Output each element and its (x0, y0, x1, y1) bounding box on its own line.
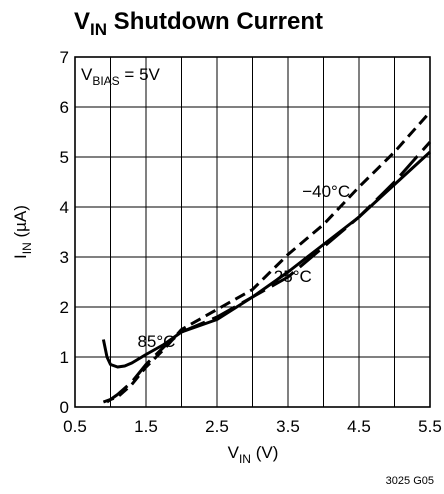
y-tick-label: 2 (60, 298, 69, 317)
x-tick-label: 4.5 (347, 417, 371, 436)
x-axis-label-main: V (228, 443, 240, 462)
series-label-0: 85°C (137, 332, 175, 351)
x-axis-label-sub: IN (239, 452, 251, 466)
chart-title: VIN Shutdown Current (74, 8, 323, 39)
x-tick-label: 5.5 (418, 417, 442, 436)
y-tick-label: 5 (60, 148, 69, 167)
chart-title-sub: IN (90, 20, 107, 39)
tick-labels: 0.5 1.5 2.5 3.5 4.5 5.5 0 1 2 3 4 5 6 7 (60, 48, 442, 436)
series-labels: 85°C 25°C −40°C (137, 182, 350, 351)
y-tick-label: 7 (60, 48, 69, 67)
x-tick-label: 2.5 (205, 417, 229, 436)
x-tick-label: 0.5 (63, 417, 87, 436)
y-tick-label: 0 (60, 398, 69, 417)
x-tick-label: 3.5 (276, 417, 300, 436)
condition-main: V (81, 65, 93, 84)
x-axis-label: VIN (V) (228, 443, 279, 466)
series-layer (101, 111, 432, 404)
plot-frame (74, 56, 431, 408)
series-label-1: 25°C (274, 267, 312, 286)
figure-code: 3025 G05 (386, 475, 434, 487)
y-tick-label: 1 (60, 348, 69, 367)
condition-label: VBIAS = 5V (81, 65, 161, 88)
y-tick-label: 4 (60, 198, 69, 217)
chart-title-rest: Shutdown Current (107, 8, 323, 35)
y-axis-label-sub: IN (20, 242, 34, 254)
x-axis-label-rest: (V) (251, 443, 278, 462)
y-axis-label-main: I (11, 254, 30, 259)
y-tick-label: 6 (60, 98, 69, 117)
grid (74, 56, 431, 408)
series-line-1 (106, 141, 432, 404)
condition-sub: BIAS (92, 74, 119, 88)
x-tick-label: 1.5 (134, 417, 158, 436)
chart-title-main: V (74, 8, 90, 35)
condition-rest: = 5V (120, 65, 161, 84)
y-axis-label: IIN (µA) (11, 205, 34, 259)
y-axis-label-rest: (µA) (11, 205, 30, 242)
y-tick-label: 3 (60, 248, 69, 267)
series-label-2: −40°C (302, 182, 350, 201)
